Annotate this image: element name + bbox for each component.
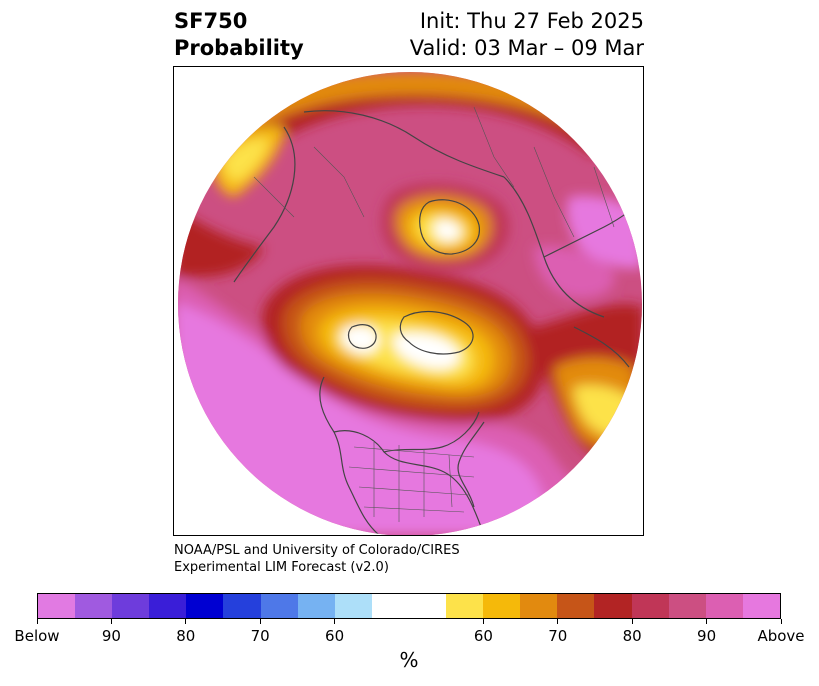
colorbar-segment	[408, 594, 447, 618]
valid-dates: Valid: 03 Mar – 09 Mar	[409, 36, 644, 60]
colorbar-tick-label: 60	[325, 627, 345, 645]
colorbar	[37, 593, 781, 619]
colorbar-tick	[185, 619, 187, 624]
colorbar-tick-label: 80	[176, 627, 196, 645]
colorbar-segment	[149, 594, 187, 618]
colorbar-segment	[112, 594, 150, 618]
colorbar-tick-label: Above	[757, 627, 805, 645]
title-line-2: Probability	[174, 36, 304, 60]
title-line-1: SF750	[174, 9, 248, 33]
colorbar-segment	[705, 594, 743, 618]
colorbar-tick	[259, 619, 261, 624]
colorbar-segment	[186, 594, 224, 618]
colorbar-tick	[110, 619, 112, 624]
colorbar-segment	[594, 594, 632, 618]
forecast-dates: Init: Thu 27 Feb 2025 Valid: 03 Mar – 09…	[410, 8, 644, 62]
colorbar-segment	[38, 594, 76, 618]
country-borders	[253, 106, 615, 238]
colorbar-tick	[36, 619, 38, 624]
data-credit: NOAA/PSL and University of Colorado/CIRE…	[174, 542, 460, 576]
colorbar-segment	[260, 594, 298, 618]
colorbar-tick-label: Below	[14, 627, 60, 645]
colorbar-tick-label: 80	[622, 627, 642, 645]
colorbar-tick-label: 60	[473, 627, 493, 645]
colorbar-segment	[742, 594, 780, 618]
chart-title: SF750 Probability	[174, 8, 304, 62]
colorbar-segment	[223, 594, 261, 618]
colorbar-tick	[780, 619, 782, 624]
colorbar-unit: %	[399, 648, 419, 672]
us-state-borders	[348, 442, 475, 522]
credit-line-1: NOAA/PSL and University of Colorado/CIRE…	[174, 543, 460, 558]
colorbar-segment	[297, 594, 335, 618]
colorbar-tick	[557, 619, 559, 624]
colorbar-tick-label: 70	[548, 627, 568, 645]
colorbar-segment	[520, 594, 558, 618]
colorbar-segment	[557, 594, 595, 618]
credit-line-2: Experimental LIM Forecast (v2.0)	[174, 560, 389, 575]
colorbar-tick	[706, 619, 708, 624]
colorbar-tick	[334, 619, 336, 624]
colorbar-tick-label: 90	[697, 627, 717, 645]
colorbar-segment	[668, 594, 706, 618]
colorbar-tick	[631, 619, 633, 624]
colorbar-tick-label: 70	[250, 627, 270, 645]
colorbar-segment	[631, 594, 669, 618]
colorbar-tick-label: 90	[101, 627, 121, 645]
colorbar-segment	[334, 594, 372, 618]
forecast-map	[173, 66, 644, 536]
colorbar-tick	[482, 619, 484, 624]
init-date: Init: Thu 27 Feb 2025	[419, 9, 644, 33]
colorbar-segment	[446, 594, 484, 618]
colorbar-segment	[75, 594, 113, 618]
colorbar-segment	[371, 594, 409, 618]
colorbar-segment	[483, 594, 521, 618]
probability-map-svg	[178, 72, 642, 535]
